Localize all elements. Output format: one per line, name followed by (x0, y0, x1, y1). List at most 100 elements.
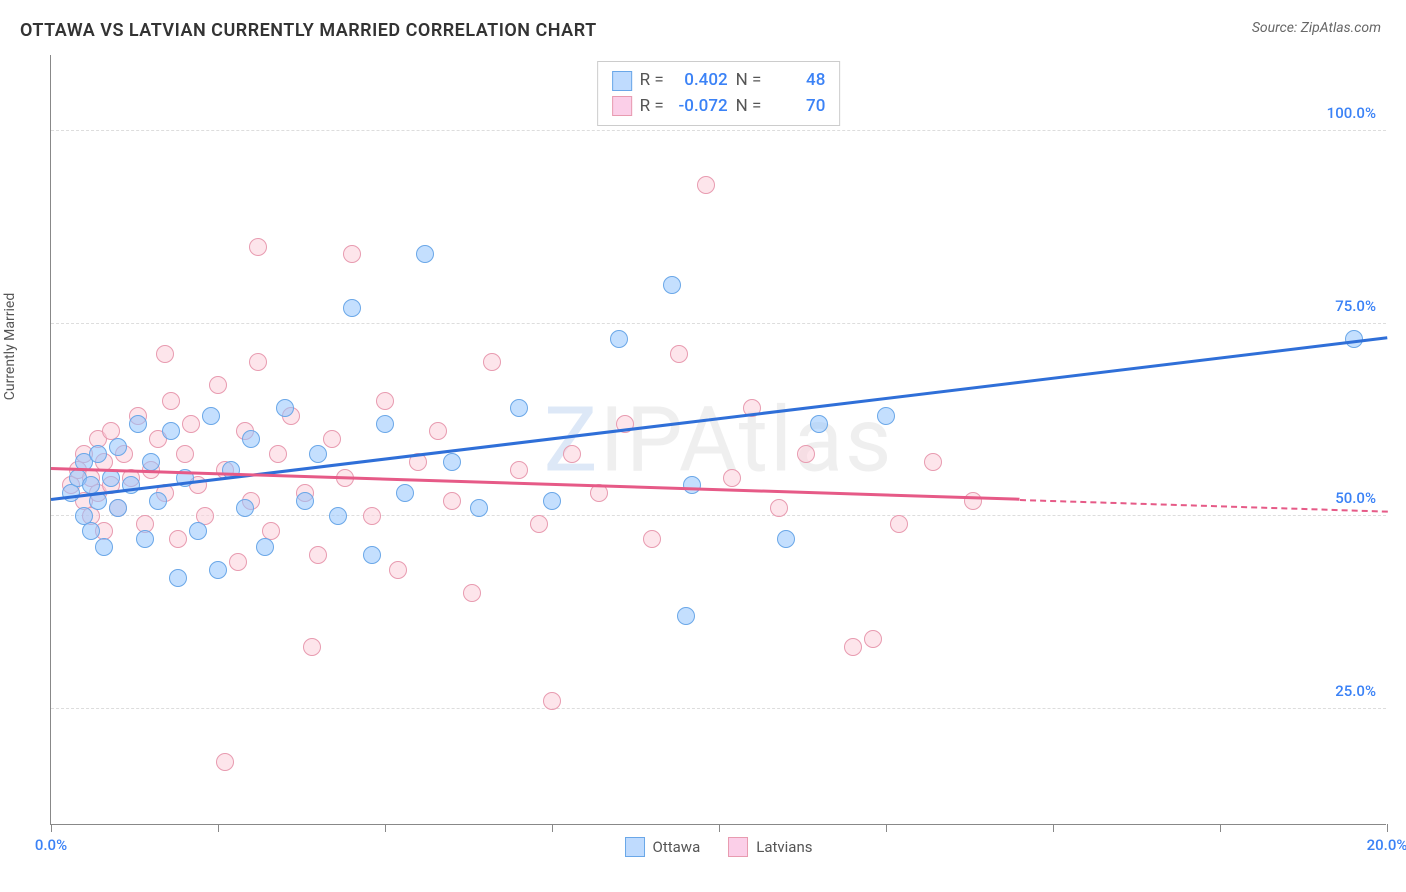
scatter-point-latvians (376, 392, 394, 410)
scatter-point-latvians (670, 345, 688, 363)
scatter-point-ottawa (610, 330, 628, 348)
source-label: Source: ZipAtlas.com (1252, 20, 1381, 36)
swatch-ottawa (612, 71, 632, 91)
r-label: R = (640, 94, 664, 120)
scatter-point-latvians (269, 445, 287, 463)
scatter-point-latvians (770, 499, 788, 517)
scatter-point-latvians (797, 445, 815, 463)
scatter-point-ottawa (136, 530, 154, 548)
scatter-point-latvians (530, 515, 548, 533)
scatter-point-latvians (643, 530, 661, 548)
scatter-point-ottawa (363, 546, 381, 564)
scatter-point-ottawa (95, 538, 113, 556)
correlation-legend: R = 0.402 N = 48 R = -0.072 N = 70 (597, 61, 841, 126)
scatter-point-ottawa (162, 422, 180, 440)
scatter-point-ottawa (663, 276, 681, 294)
swatch-latvians-bottom (728, 837, 748, 857)
scatter-point-ottawa (142, 453, 160, 471)
scatter-point-ottawa (510, 399, 528, 417)
scatter-point-latvians (323, 430, 341, 448)
scatter-point-latvians (964, 492, 982, 510)
scatter-point-latvians (229, 553, 247, 571)
x-tick (1387, 824, 1388, 832)
scatter-point-latvians (156, 345, 174, 363)
legend-item-ottawa: Ottawa (625, 837, 701, 857)
scatter-point-latvians (182, 415, 200, 433)
ottawa-n-value: 48 (769, 68, 825, 94)
scatter-point-ottawa (296, 492, 314, 510)
scatter-point-ottawa (343, 299, 361, 317)
scatter-point-ottawa (109, 438, 127, 456)
legend-label-latvians: Latvians (756, 838, 812, 856)
scatter-point-latvians (890, 515, 908, 533)
legend-item-latvians: Latvians (728, 837, 812, 857)
scatter-point-latvians (463, 584, 481, 602)
scatter-point-ottawa (82, 522, 100, 540)
scatter-point-ottawa (543, 492, 561, 510)
scatter-point-latvians (249, 238, 267, 256)
scatter-point-ottawa (236, 499, 254, 517)
plot-area: ZIPAtlas R = 0.402 N = 48 R = -0.072 N =… (50, 55, 1386, 825)
x-tick (218, 824, 219, 832)
scatter-point-latvians (343, 245, 361, 263)
y-axis-label: Currently Married (2, 293, 18, 400)
scatter-point-ottawa (443, 453, 461, 471)
r-label: R = (640, 68, 664, 94)
ottawa-r-value: 0.402 (672, 68, 728, 94)
scatter-point-ottawa (242, 430, 260, 448)
scatter-point-ottawa (109, 499, 127, 517)
x-tick (719, 824, 720, 832)
scatter-point-latvians (563, 445, 581, 463)
scatter-point-ottawa (777, 530, 795, 548)
legend-row-latvians: R = -0.072 N = 70 (612, 94, 826, 120)
scatter-point-ottawa (129, 415, 147, 433)
scatter-point-latvians (864, 630, 882, 648)
scatter-point-ottawa (810, 415, 828, 433)
scatter-point-ottawa (677, 607, 695, 625)
scatter-point-latvians (209, 376, 227, 394)
scatter-point-latvians (429, 422, 447, 440)
scatter-point-latvians (697, 176, 715, 194)
scatter-point-ottawa (396, 484, 414, 502)
scatter-point-latvians (510, 461, 528, 479)
scatter-point-latvians (309, 546, 327, 564)
scatter-point-latvians (176, 445, 194, 463)
scatter-point-latvians (249, 353, 267, 371)
scatter-point-ottawa (376, 415, 394, 433)
x-tick (51, 824, 52, 832)
scatter-point-latvians (723, 469, 741, 487)
x-tick (385, 824, 386, 832)
n-label: N = (736, 94, 762, 120)
scatter-point-ottawa (683, 476, 701, 494)
scatter-point-latvians (924, 453, 942, 471)
scatter-point-latvians (216, 753, 234, 771)
y-tick-label: 25.0% (1335, 682, 1376, 700)
x-tick (886, 824, 887, 832)
gridline (51, 708, 1386, 709)
latvians-r-value: -0.072 (672, 94, 728, 120)
x-tick (1220, 824, 1221, 832)
scatter-point-latvians (363, 507, 381, 525)
scatter-point-latvians (389, 561, 407, 579)
scatter-point-latvians (162, 392, 180, 410)
y-tick-label: 50.0% (1335, 489, 1376, 507)
y-tick-label: 75.0% (1335, 297, 1376, 315)
scatter-point-latvians (169, 530, 187, 548)
scatter-point-latvians (483, 353, 501, 371)
scatter-point-ottawa (470, 499, 488, 517)
scatter-point-ottawa (416, 245, 434, 263)
chart-title: OTTAWA VS LATVIAN CURRENTLY MARRIED CORR… (20, 20, 597, 41)
x-tick (1053, 824, 1054, 832)
scatter-point-ottawa (202, 407, 220, 425)
scatter-point-ottawa (169, 569, 187, 587)
scatter-point-ottawa (329, 507, 347, 525)
scatter-point-ottawa (209, 561, 227, 579)
y-tick-label: 100.0% (1327, 104, 1376, 122)
legend-label-ottawa: Ottawa (653, 838, 701, 856)
gridline (51, 130, 1386, 131)
scatter-point-ottawa (89, 445, 107, 463)
gridline (51, 515, 1386, 516)
scatter-point-ottawa (276, 399, 294, 417)
scatter-point-ottawa (149, 492, 167, 510)
legend-row-ottawa: R = 0.402 N = 48 (612, 68, 826, 94)
